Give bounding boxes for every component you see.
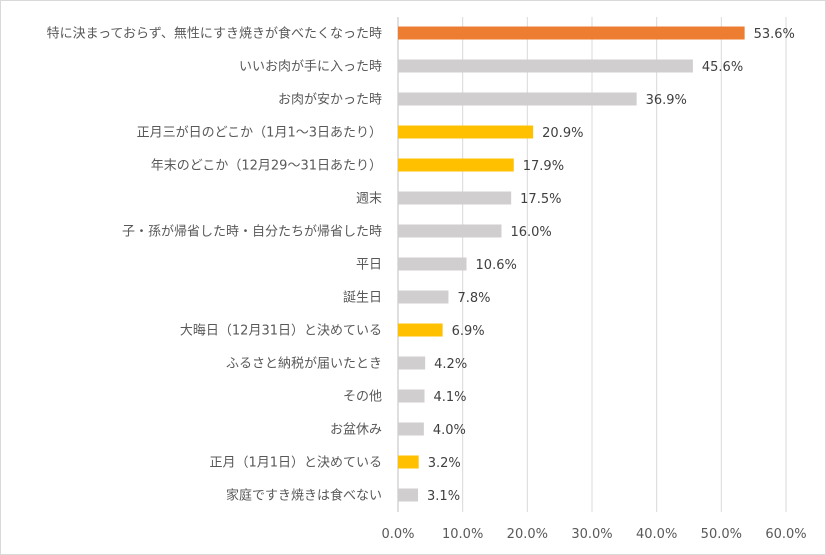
category-label: 大晦日（12月31日）と決めている: [180, 324, 382, 339]
x-tick-label: 60.0%: [765, 527, 806, 542]
category-label: 家庭ですき焼きは食べない: [226, 488, 382, 504]
category-label: ふるさと納税が届いたとき: [226, 357, 382, 372]
x-tick-label: 0.0%: [381, 527, 414, 542]
category-label: 平日: [356, 258, 382, 273]
x-tick-label: 30.0%: [571, 527, 612, 542]
bar: [398, 323, 443, 337]
data-label: 10.6%: [476, 258, 517, 273]
data-label: 17.5%: [520, 192, 561, 207]
category-label: 正月三が日のどこか（1月1～3日あたり）: [137, 126, 382, 141]
category-label: お肉が安かった時: [278, 93, 382, 108]
category-label: 正月（1月1日）と決めている: [209, 456, 382, 471]
x-tick-label: 10.0%: [442, 527, 483, 542]
category-label: その他: [343, 390, 382, 405]
data-label: 3.1%: [427, 489, 460, 504]
bar: [398, 290, 449, 304]
data-label: 20.9%: [542, 126, 583, 141]
data-label: 3.2%: [428, 456, 461, 471]
bar: [398, 191, 512, 205]
data-label: 53.6%: [754, 27, 795, 42]
bar: [398, 422, 424, 436]
data-label: 6.9%: [452, 324, 485, 339]
category-label: お盆休み: [330, 423, 382, 438]
x-tick-label: 50.0%: [701, 527, 742, 542]
bar: [398, 125, 534, 139]
data-label: 7.8%: [457, 291, 490, 306]
bar: [398, 26, 745, 40]
category-label: 誕生日: [343, 291, 382, 306]
category-label: 子・孫が帰省した時・自分たちが帰省した時: [122, 224, 382, 240]
data-label: 17.9%: [523, 159, 564, 174]
bar: [398, 158, 514, 172]
bar: [398, 356, 426, 370]
data-label: 36.9%: [646, 93, 687, 108]
bar: [398, 257, 467, 271]
data-label: 45.6%: [702, 60, 743, 75]
data-label: 4.2%: [434, 357, 467, 372]
x-tick-label: 20.0%: [507, 527, 548, 542]
data-label: 16.0%: [510, 225, 551, 240]
category-label: 週末: [356, 192, 382, 207]
data-label: 4.0%: [433, 423, 466, 438]
category-label: 特に決まっておらず、無性にすき焼きが食べたくなった時: [47, 26, 382, 42]
bar: [398, 224, 502, 238]
x-tick-label: 40.0%: [636, 527, 677, 542]
data-label: 4.1%: [434, 390, 467, 405]
bar: [398, 488, 419, 502]
category-label: いいお肉が手に入った時: [239, 60, 382, 75]
bar: [398, 92, 637, 106]
category-label: 年末のどこか（12月29～31日あたり）: [151, 159, 382, 174]
bar: [398, 389, 425, 403]
bar: [398, 455, 419, 469]
bar: [398, 59, 693, 73]
